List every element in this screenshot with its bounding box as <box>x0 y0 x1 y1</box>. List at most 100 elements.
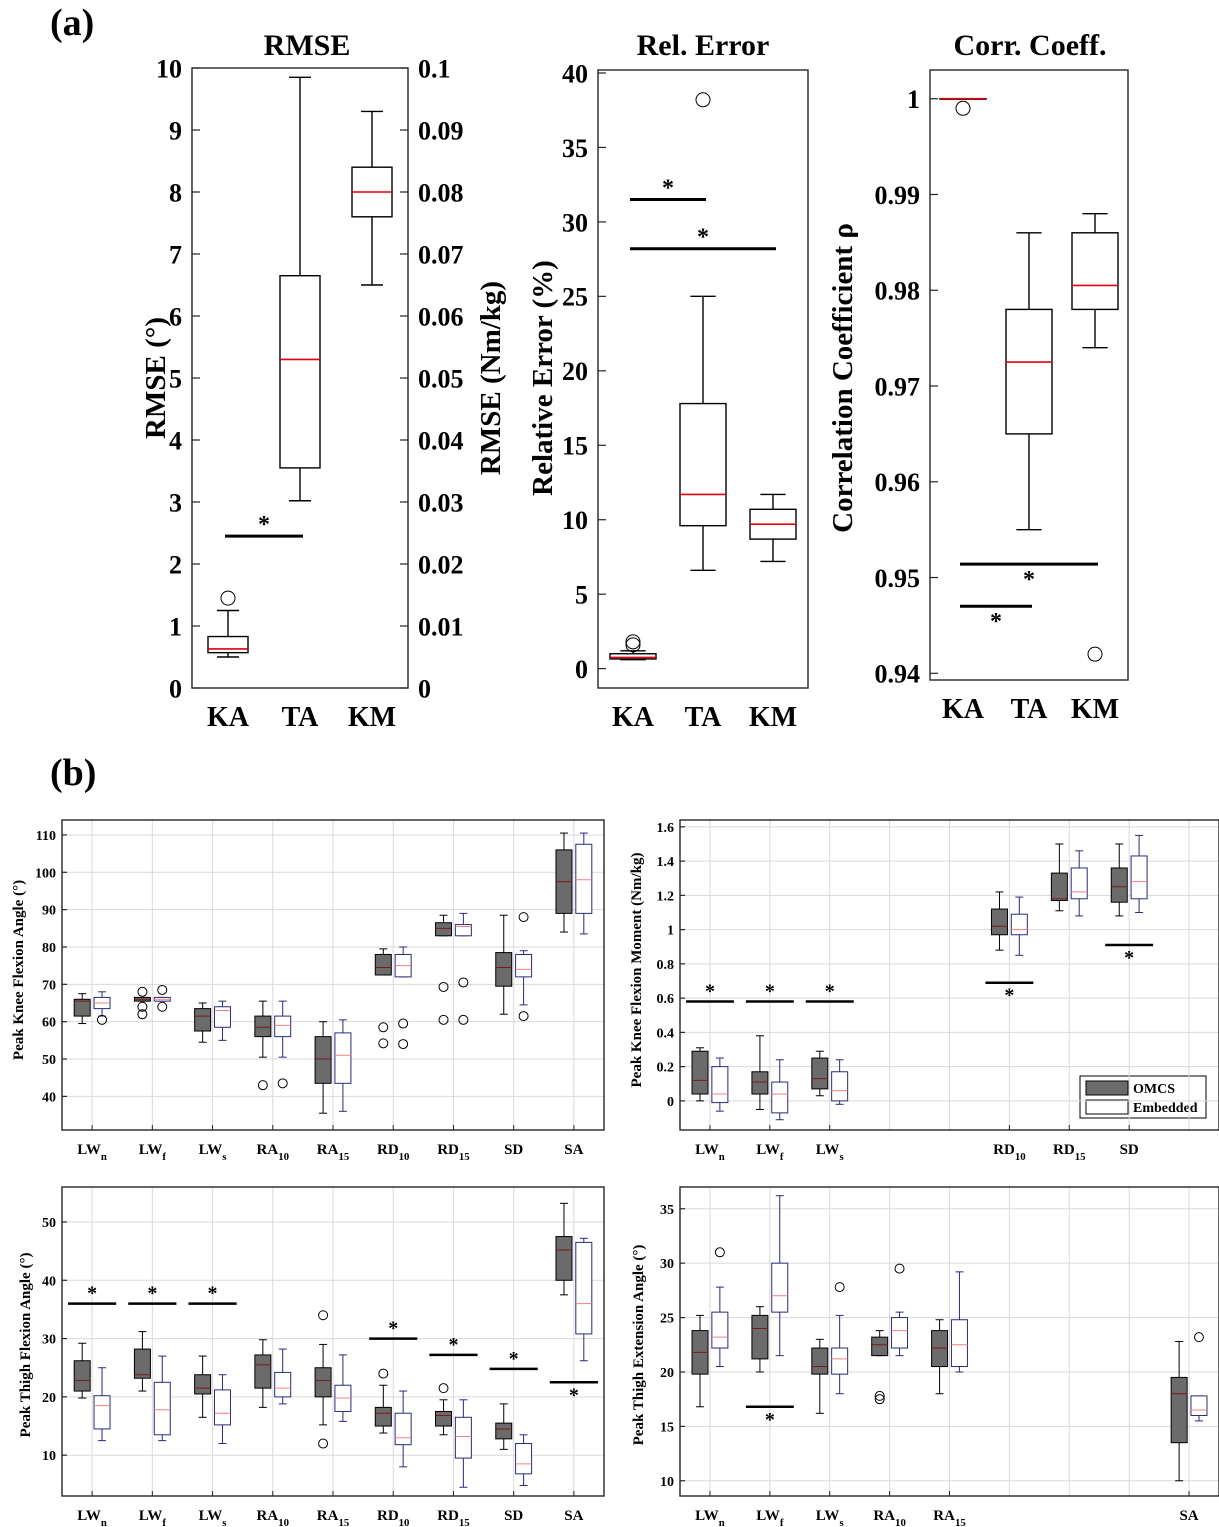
x-tick-label: LWn <box>77 1142 107 1163</box>
x-tick-label-base: LW <box>816 1142 840 1158</box>
significance-marker: * <box>1023 567 1035 593</box>
y-tick-label-right: 0.04 <box>418 426 464 455</box>
y-tick-label: 0.6 <box>657 992 675 1007</box>
x-tick-label: KA <box>942 694 985 725</box>
x-tick-label: LWs <box>816 1508 844 1527</box>
y-axis-label: Peak Thigh Flexion Angle (°) <box>18 1253 34 1438</box>
y-tick-label-right: 0.05 <box>418 364 464 393</box>
x-tick-label-base: LW <box>756 1142 780 1158</box>
box-omcs <box>314 1036 332 1084</box>
box-embedded <box>575 843 593 914</box>
x-tick-label: SA <box>564 1142 583 1158</box>
x-tick-label: RA15 <box>933 1508 965 1527</box>
x-tick-label: RA10 <box>873 1508 905 1527</box>
x-tick-label: LWf <box>756 1142 784 1163</box>
box-embedded <box>1070 867 1088 900</box>
y-tick-label: 9 <box>169 116 182 145</box>
box-omcs <box>194 1374 212 1395</box>
outlier-point <box>874 1390 885 1401</box>
y-tick-label: 0.98 <box>875 277 921 306</box>
box-omcs <box>811 1057 829 1090</box>
chart-title: Corr. Coeff. <box>953 29 1106 62</box>
y-tick-label: 0.97 <box>875 372 921 401</box>
y-axis-label: Peak Knee Flexion Angle (°) <box>11 880 27 1060</box>
box-omcs <box>1110 867 1128 903</box>
box-omcs <box>811 1347 829 1375</box>
x-tick-label-base: RD <box>437 1508 459 1524</box>
x-tick-label: SA <box>564 1508 583 1524</box>
x-tick-label-subscript: n <box>101 1517 107 1527</box>
x-tick-label-subscript: 10 <box>278 1151 289 1163</box>
box-embedded <box>831 1071 849 1102</box>
outlier-point <box>378 1022 389 1033</box>
y-tick-label: 15 <box>660 1420 674 1435</box>
y-tick-label-right: 0.03 <box>418 488 464 517</box>
box-embedded <box>454 1416 472 1459</box>
box-embedded <box>711 1311 729 1349</box>
outlier-point <box>398 1039 409 1050</box>
y-tick-label: 30 <box>660 1257 674 1272</box>
x-tick-label-base: LW <box>199 1508 223 1524</box>
y-tick-label: 1.2 <box>657 889 675 904</box>
box-omcs <box>435 922 453 937</box>
outlier-point <box>137 1001 148 1012</box>
y-tick-label-right: 0.08 <box>418 178 464 207</box>
x-tick-label-subscript: 15 <box>459 1517 470 1527</box>
y-tick-label: 0 <box>169 674 182 703</box>
outlier-point <box>695 92 711 108</box>
y-axis-label: Peak Knee Flexion Moment (Nm/kg) <box>629 853 645 1088</box>
x-tick-label-base: SD <box>504 1142 523 1158</box>
x-tick-label-subscript: n <box>719 1151 725 1163</box>
x-tick-label: RD15 <box>1053 1142 1085 1163</box>
box-embedded <box>213 1389 231 1426</box>
outlier-point <box>955 100 971 116</box>
x-tick-label: TA <box>685 702 723 733</box>
x-tick-label: RD15 <box>437 1142 469 1163</box>
y-tick-label: 0.4 <box>657 1026 675 1041</box>
x-tick-label-subscript: n <box>101 1151 107 1163</box>
y-tick-label: 25 <box>660 1312 674 1327</box>
y-tick-label: 1.4 <box>657 855 675 870</box>
y-tick-label-right: 0.02 <box>418 550 464 579</box>
y-tick-label: 1.6 <box>657 821 675 836</box>
box-embedded <box>950 1319 968 1368</box>
box-omcs <box>751 1071 769 1095</box>
outlier-point <box>834 1282 845 1293</box>
y-tick-label: 0.99 <box>875 181 921 210</box>
x-tick-label-subscript: s <box>222 1151 226 1163</box>
x-tick-label: TA <box>1011 694 1049 725</box>
significance-marker: * <box>825 981 835 1003</box>
x-tick-label: KM <box>749 702 797 733</box>
box-iqr <box>279 275 321 469</box>
chart-rmse: RMSE RMSE (°) RMSE (Nm/kg) 0 0 1 0.01 2 0.02 3… <box>140 29 507 733</box>
x-tick-label-base: LW <box>756 1508 780 1524</box>
significance-marker: * <box>208 1283 218 1305</box>
box-embedded <box>334 1032 352 1084</box>
x-tick-label: SD <box>504 1142 523 1158</box>
outlier-point <box>874 1394 885 1405</box>
box-omcs <box>194 1008 212 1032</box>
box-omcs <box>495 1422 513 1440</box>
legend-swatch-embedded <box>1085 1099 1129 1115</box>
y-tick-label: 20 <box>660 1366 674 1381</box>
y-tick-label-right: 0.07 <box>418 240 464 269</box>
significance-marker: * <box>1124 947 1134 969</box>
plot-area-frame <box>679 819 1219 1131</box>
x-tick-label-subscript: 15 <box>459 1151 470 1163</box>
box-omcs <box>871 1336 889 1357</box>
x-tick-label-base: RD <box>377 1142 399 1158</box>
x-tick-label: KA <box>612 702 655 733</box>
x-tick-label-base: SD <box>1120 1142 1139 1158</box>
y-tick-label: 6 <box>169 302 182 331</box>
y-tick-label: 0.95 <box>875 564 921 593</box>
x-tick-label-subscript: 15 <box>338 1517 349 1527</box>
x-tick-label-subscript: 15 <box>338 1151 349 1163</box>
y-tick-label: 35 <box>660 1203 674 1218</box>
y-tick-label: 4 <box>169 426 182 455</box>
x-tick-label: RD10 <box>377 1508 409 1527</box>
outlier-point <box>378 1038 389 1049</box>
outlier-point <box>257 1080 268 1091</box>
outlier-point <box>277 1078 288 1089</box>
y-tick-label: 0.2 <box>657 1061 675 1076</box>
box-omcs <box>254 1354 272 1389</box>
